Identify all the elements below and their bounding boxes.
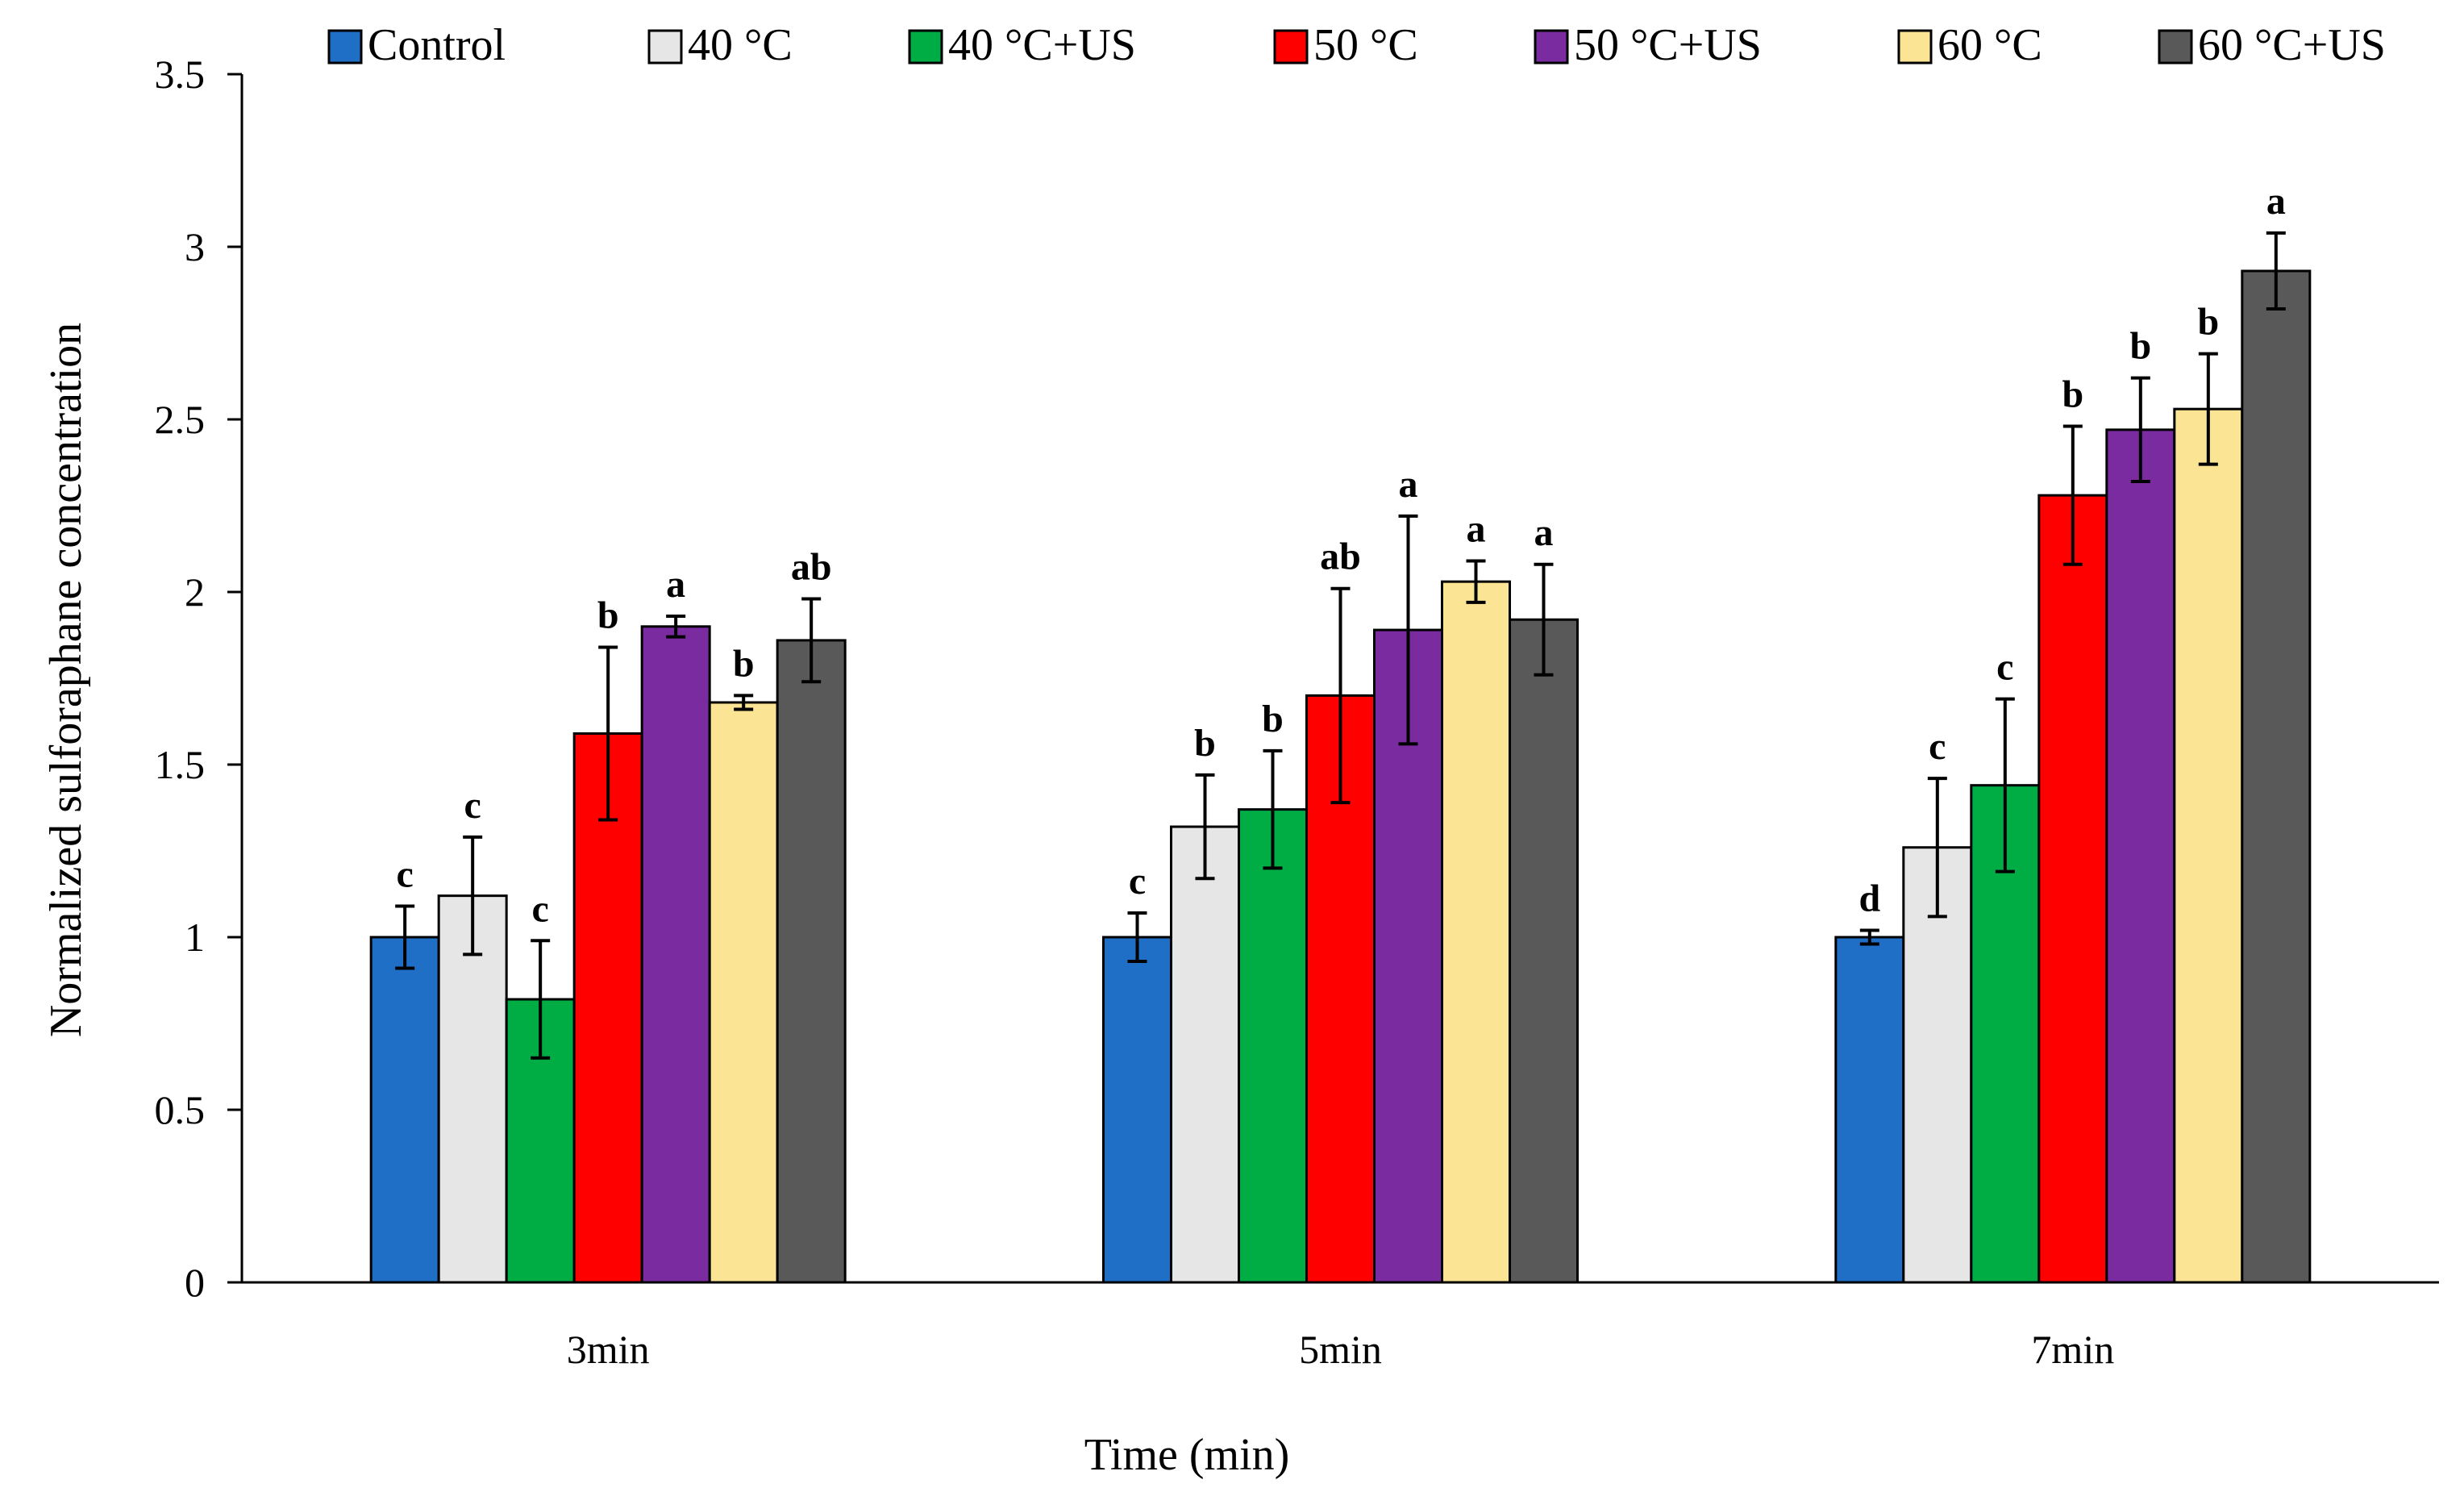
y-tick-label: 1	[185, 915, 205, 960]
significance-label: c	[397, 852, 414, 895]
bar	[1170, 825, 1240, 1284]
bar	[1441, 580, 1511, 1284]
significance-label: c	[1996, 646, 2013, 689]
y-tick-label: 2.5	[155, 397, 206, 442]
y-tick-label: 1.5	[155, 742, 206, 787]
legend-swatch	[1534, 29, 1569, 65]
bar	[708, 701, 779, 1284]
significance-label: c	[1929, 725, 1946, 768]
y-tick-label: 0.5	[155, 1087, 206, 1132]
y-tick-label: 3	[185, 224, 205, 269]
legend-swatch	[1273, 29, 1309, 65]
significance-label: b	[1194, 722, 1216, 765]
bar	[369, 936, 440, 1284]
significance-label: ab	[1320, 536, 1361, 578]
legend-swatch	[327, 29, 363, 65]
bar	[776, 639, 847, 1284]
significance-label: c	[464, 784, 481, 827]
y-tick-label: 0	[185, 1260, 205, 1305]
bar	[2173, 407, 2244, 1284]
significance-label: a	[1399, 463, 1418, 506]
legend-label: 50 °C	[1313, 20, 1418, 70]
significance-label: a	[1534, 511, 1554, 554]
significance-label: b	[2197, 301, 2219, 344]
legend-swatch	[647, 29, 683, 65]
x-tick-label: 3min	[567, 1327, 650, 1372]
significance-label: d	[1858, 877, 1880, 919]
significance-label: b	[597, 594, 619, 636]
x-axis-title: Time (min)	[1084, 1430, 1290, 1480]
legend-label: 50 °C+US	[1574, 20, 1762, 70]
bar	[1102, 936, 1172, 1284]
legend-swatch	[2158, 29, 2193, 65]
significance-label: b	[1262, 698, 1284, 740]
bar	[1509, 618, 1579, 1284]
bar	[1834, 936, 1905, 1284]
legend-label: 40 °C+US	[948, 20, 1136, 70]
bar	[1238, 808, 1308, 1284]
axes: 0 0.5 1 1.5 2 2.5 3 3.5 3min 5min 7min	[155, 52, 2439, 1372]
significance-label: a	[2266, 180, 2286, 223]
significance-label: b	[2062, 373, 2083, 416]
bar	[2037, 494, 2108, 1284]
y-tick-label: 3.5	[155, 52, 206, 97]
legend-label: 40 °C	[688, 20, 793, 70]
legend-swatch	[908, 29, 943, 65]
significance-label: ab	[791, 546, 832, 589]
bar	[437, 894, 508, 1284]
significance-label: a	[666, 563, 685, 606]
significance-label: c	[532, 887, 549, 930]
significance-label: a	[1467, 507, 1486, 550]
bar	[2241, 269, 2312, 1284]
bar	[640, 625, 711, 1284]
legend-label: 60 °C+US	[2198, 20, 2386, 70]
bar	[2105, 428, 2176, 1284]
legend: Control 40 °C 40 °C+US 50 °C 50 °C+US 60 °C 60…	[327, 20, 2386, 70]
significance-label: b	[733, 642, 755, 685]
y-tick-label: 2	[185, 569, 205, 615]
y-axis-title: Normalized sulforaphane concentration	[41, 323, 91, 1037]
significance-label: c	[1129, 860, 1146, 902]
x-tick-label: 7min	[2031, 1327, 2114, 1372]
x-tick-label: 5min	[1299, 1327, 1382, 1372]
legend-label: Control	[368, 20, 506, 70]
legend-label: 60 °C	[1937, 20, 2042, 70]
significance-label: b	[2129, 325, 2151, 368]
legend-swatch	[1897, 29, 1933, 65]
